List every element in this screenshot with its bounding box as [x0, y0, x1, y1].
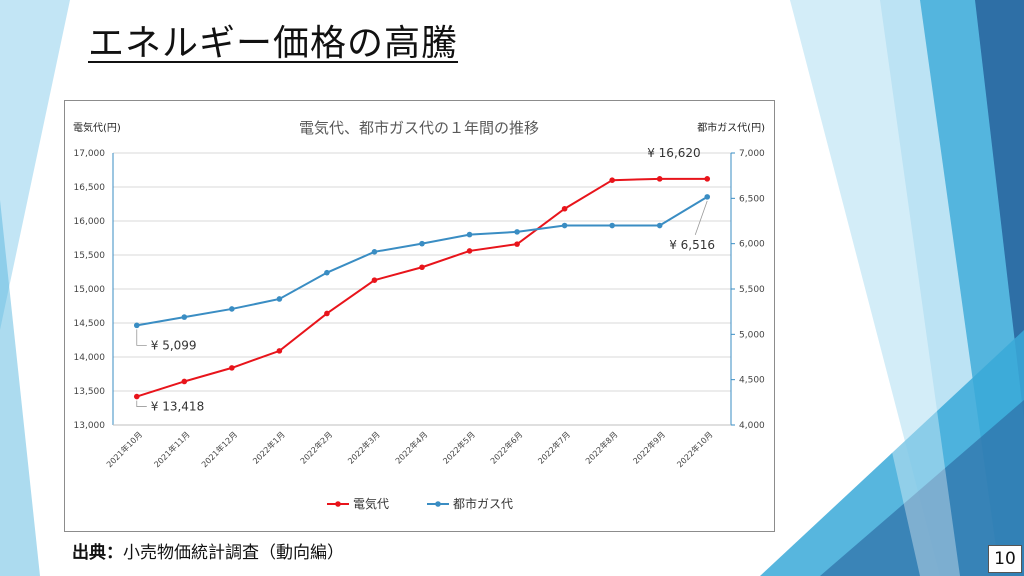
- left-triangle-mid: [0, 200, 40, 576]
- data-point: [514, 241, 520, 247]
- y-left-tick-label: 17,000: [74, 149, 106, 159]
- data-point: [466, 248, 473, 254]
- y-left-tick-label: 15,000: [74, 285, 106, 295]
- line-chart: 電気代、都市ガス代の１年間の推移 電気代(円) 都市ガス代(円) 13,000 1…: [73, 119, 765, 511]
- data-label: ¥ 13,418: [151, 400, 204, 414]
- x-tick-label: 2022年6月: [488, 429, 524, 465]
- y-right-tick-label: 6,500: [739, 194, 765, 204]
- data-point: [181, 378, 188, 385]
- series-line-electricity: [136, 177, 708, 398]
- data-point: [229, 365, 235, 371]
- data-label: ¥ 6,516: [669, 238, 715, 252]
- y-left-tick-label: 13,000: [74, 421, 106, 431]
- y-left-tick-label: 14,500: [74, 319, 106, 329]
- data-point: [514, 229, 520, 235]
- x-tick-label: 2022年3月: [345, 429, 381, 465]
- x-tick-label: 2021年12月: [199, 429, 239, 469]
- annotation-leader: [694, 200, 708, 236]
- left-triangle-light: [0, 0, 70, 330]
- data-point: [656, 222, 663, 229]
- data-point: [324, 310, 330, 317]
- y-axis-left-label: 電気代(円): [73, 121, 121, 134]
- data-point: [229, 306, 235, 312]
- x-tick-label: 2022年8月: [583, 429, 619, 465]
- data-point: [609, 177, 615, 183]
- legend-label: 電気代: [353, 496, 389, 511]
- annotation-leader: [136, 400, 147, 407]
- y-left-tick-label: 13,500: [74, 387, 106, 397]
- slide-title: エネルギー価格の高騰: [88, 23, 459, 64]
- data-label: ¥ 5,099: [151, 338, 197, 352]
- y-right-tick-label: 4,500: [739, 376, 765, 386]
- legend-label: 都市ガス代: [453, 496, 513, 511]
- chart-title: 電気代、都市ガス代の１年間の推移: [299, 119, 539, 137]
- y-right-tick-label: 7,000: [739, 149, 765, 159]
- data-point: [371, 249, 378, 255]
- y-right-tick-label: 5,000: [739, 330, 765, 340]
- y-left-tick-label: 16,500: [74, 183, 106, 193]
- chart-frame: 電気代、都市ガス代の１年間の推移 電気代(円) 都市ガス代(円) 13,000 1…: [64, 100, 775, 532]
- data-point: [704, 176, 711, 182]
- source-text: 小売物価統計調査（動向編）: [123, 543, 344, 563]
- page-number: 10: [988, 545, 1022, 573]
- x-tick-label: 2021年10月: [104, 429, 144, 469]
- data-point: [419, 264, 425, 271]
- data-point: [276, 348, 283, 354]
- y-right-tick-label: 5,500: [739, 285, 765, 295]
- x-tick-label: 2022年1月: [250, 429, 286, 465]
- y-right-tick-label: 6,000: [739, 240, 765, 250]
- right-bottom-dark: [820, 400, 1024, 576]
- data-point: [656, 176, 663, 182]
- legend-marker: [435, 501, 441, 507]
- y-right-tick-label: 4,000: [739, 421, 765, 431]
- y-left-tick-label: 14,000: [74, 353, 106, 363]
- right-highlight: [790, 0, 960, 576]
- data-point: [324, 269, 330, 276]
- data-label: ¥ 16,620: [647, 146, 700, 160]
- right-shape-dark: [975, 0, 1024, 420]
- data-point: [466, 231, 473, 238]
- x-tick-label: 2022年5月: [441, 429, 477, 465]
- data-point: [276, 296, 283, 302]
- x-tick-label: 2022年10月: [675, 429, 715, 469]
- y-left-tick-label: 15,500: [74, 251, 106, 261]
- source-label: 出典：: [72, 543, 123, 563]
- annotation-leader: [136, 329, 147, 346]
- data-point: [609, 222, 615, 229]
- legend-marker: [335, 501, 341, 507]
- x-tick-label: 2021年11月: [152, 429, 192, 469]
- data-point: [561, 222, 568, 229]
- x-tick-label: 2022年2月: [298, 429, 334, 465]
- series-line-gas: [136, 196, 708, 327]
- data-point: [371, 277, 378, 283]
- x-tick-label: 2022年4月: [393, 429, 429, 465]
- source-citation: 出典：小売物価統計調査（動向編）: [72, 538, 344, 563]
- data-point: [561, 205, 568, 212]
- x-tick-label: 2022年7月: [536, 429, 572, 465]
- data-point: [419, 240, 425, 247]
- data-point: [133, 393, 140, 400]
- data-point: [133, 322, 140, 329]
- y-left-tick-label: 16,000: [74, 217, 106, 227]
- x-tick-label: 2022年9月: [631, 429, 667, 465]
- data-point: [181, 314, 188, 320]
- y-axis-right-label: 都市ガス代(円): [697, 121, 765, 134]
- data-point: [704, 194, 711, 200]
